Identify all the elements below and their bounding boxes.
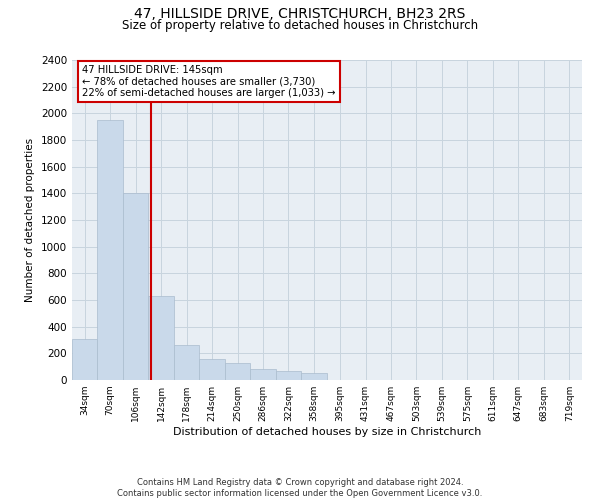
Bar [276, 372, 301, 380]
Bar [97, 120, 123, 380]
Bar [148, 296, 174, 380]
Bar [225, 362, 250, 380]
Bar [174, 346, 199, 380]
Y-axis label: Number of detached properties: Number of detached properties [25, 138, 35, 302]
Text: Size of property relative to detached houses in Christchurch: Size of property relative to detached ho… [122, 19, 478, 32]
Bar [301, 372, 328, 380]
Bar [72, 338, 97, 380]
Text: 47, HILLSIDE DRIVE, CHRISTCHURCH, BH23 2RS: 47, HILLSIDE DRIVE, CHRISTCHURCH, BH23 2… [134, 8, 466, 22]
Bar [123, 194, 148, 380]
Text: 47 HILLSIDE DRIVE: 145sqm
← 78% of detached houses are smaller (3,730)
22% of se: 47 HILLSIDE DRIVE: 145sqm ← 78% of detac… [82, 65, 336, 98]
X-axis label: Distribution of detached houses by size in Christchurch: Distribution of detached houses by size … [173, 427, 481, 437]
Bar [250, 370, 276, 380]
Text: Contains HM Land Registry data © Crown copyright and database right 2024.
Contai: Contains HM Land Registry data © Crown c… [118, 478, 482, 498]
Bar [199, 358, 225, 380]
